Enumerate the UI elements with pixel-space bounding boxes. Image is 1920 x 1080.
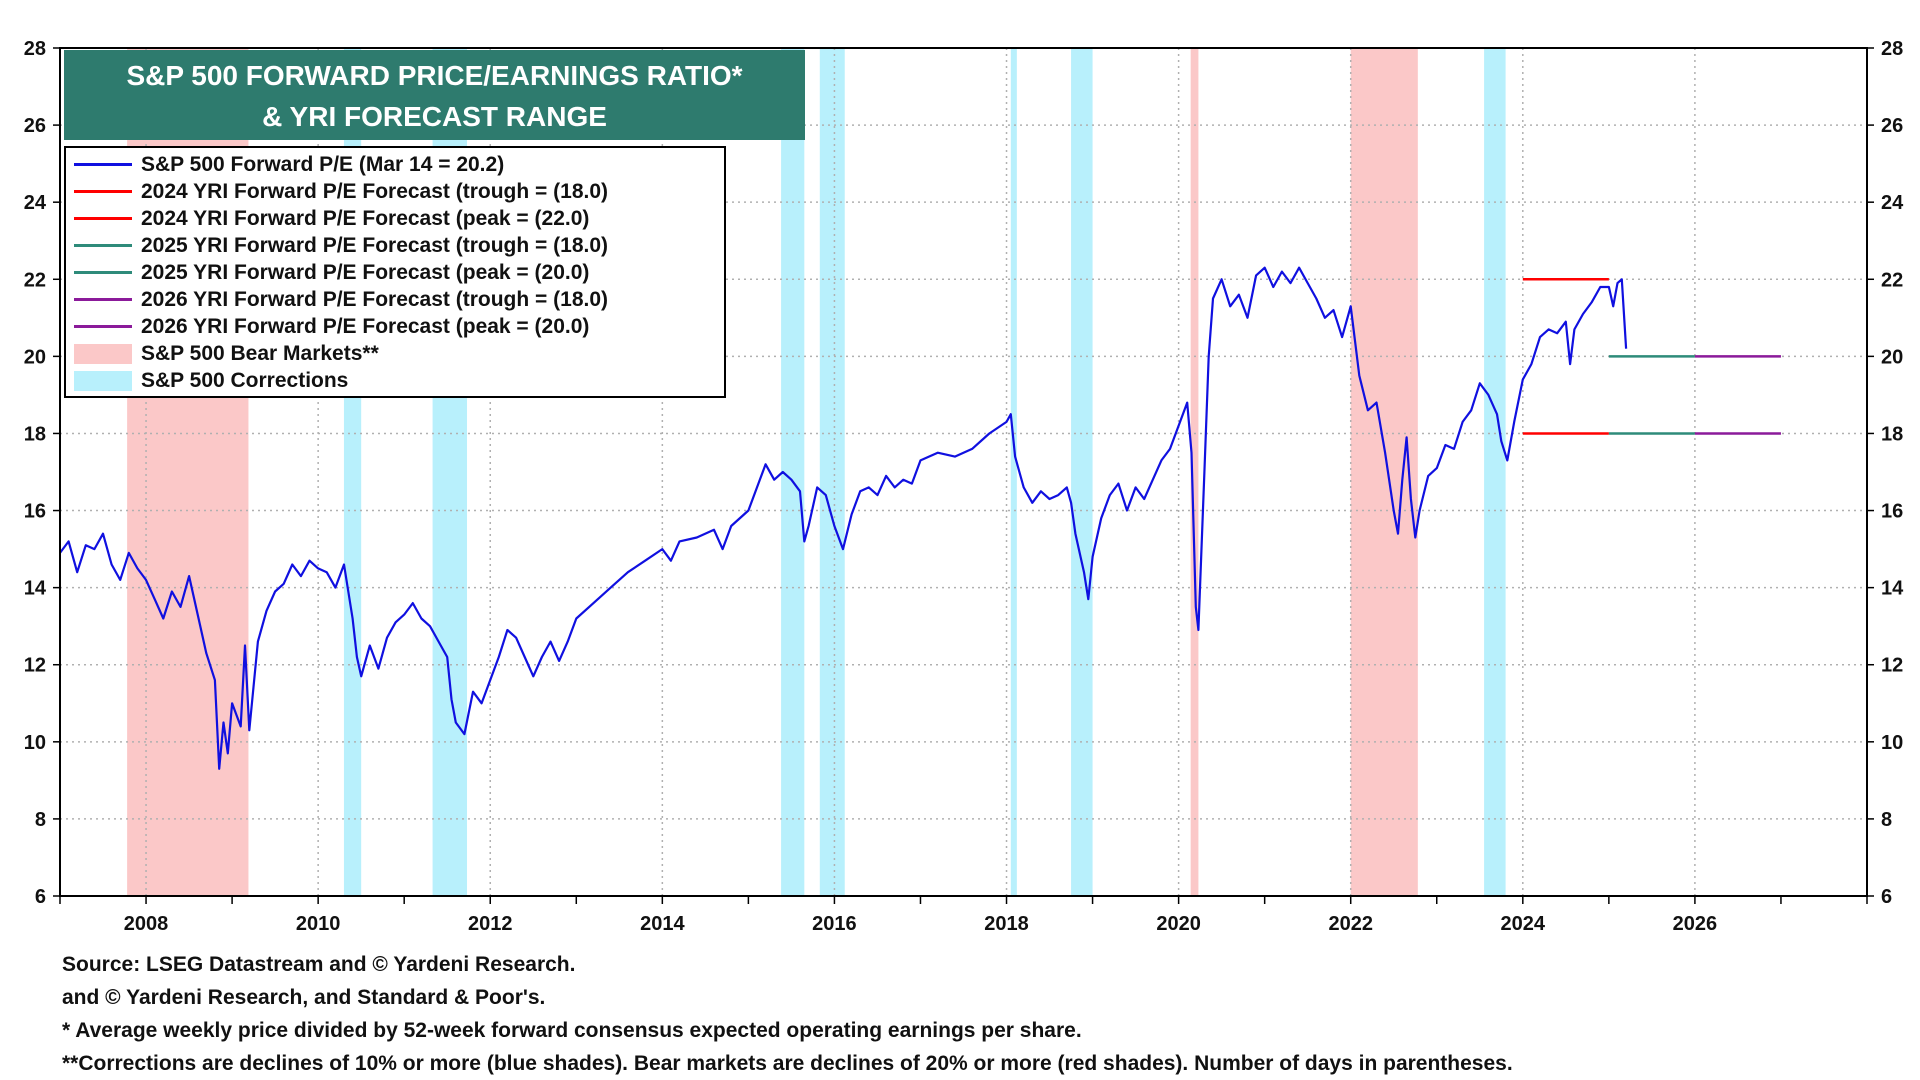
legend-swatch xyxy=(74,298,132,301)
bear-shade xyxy=(1350,48,1418,896)
y-tick-label-right: 14 xyxy=(1881,578,1904,600)
correction-shade xyxy=(1484,48,1506,896)
footnote-credit: and © Yardeni Research, and Standard & P… xyxy=(62,986,546,1009)
legend-item: S&P 500 Forward P/E (Mar 14 = 20.2) xyxy=(74,151,724,178)
pe-series xyxy=(59,266,1628,770)
y-tick-label-right: 20 xyxy=(1881,346,1903,368)
legend-item: 2025 YRI Forward P/E Forecast (trough = … xyxy=(74,232,724,259)
forecast-lines xyxy=(1522,278,1781,435)
footnotes: Source: LSEG Datastream and © Yardeni Re… xyxy=(62,948,1902,1080)
legend-swatch xyxy=(74,271,132,274)
bear-shade xyxy=(1190,48,1199,896)
y-tick-label-right: 10 xyxy=(1881,732,1903,754)
legend-label: S&P 500 Corrections xyxy=(141,368,349,392)
y-tick-label-left: 14 xyxy=(24,578,47,600)
y-tick-label-right: 24 xyxy=(1881,192,1904,214)
legend-item: 2025 YRI Forward P/E Forecast (peak = (2… xyxy=(74,259,724,286)
legend-swatch xyxy=(74,217,132,220)
x-tick-label: 2024 xyxy=(1501,913,1546,935)
correction-shade xyxy=(1010,48,1017,896)
y-tick-label-left: 28 xyxy=(24,38,46,60)
legend-label: 2025 YRI Forward P/E Forecast (peak = (2… xyxy=(141,260,590,284)
y-tick-label-left: 12 xyxy=(24,655,46,677)
y-tick-label-left: 8 xyxy=(35,809,46,831)
legend-label: 2024 YRI Forward P/E Forecast (peak = (2… xyxy=(141,206,590,230)
x-tick-label: 2026 xyxy=(1673,913,1718,935)
y-tick-label-left: 16 xyxy=(24,501,46,523)
legend-label: S&P 500 Forward P/E (Mar 14 = 20.2) xyxy=(141,152,505,176)
correction-shade xyxy=(819,48,845,896)
x-tick-label: 2018 xyxy=(984,913,1029,935)
y-tick-label-right: 18 xyxy=(1881,423,1903,445)
footnote-definition: * Average weekly price divided by 52-wee… xyxy=(62,1019,1082,1042)
x-tick-label: 2020 xyxy=(1156,913,1201,935)
chart-subtitle: & YRI FORECAST RANGE xyxy=(262,101,607,132)
legend-swatch xyxy=(74,343,132,364)
legend-label: S&P 500 Bear Markets** xyxy=(141,341,379,365)
correction-shade xyxy=(1071,48,1093,896)
legend-item: S&P 500 Corrections xyxy=(74,367,724,394)
y-tick-label-right: 8 xyxy=(1881,809,1892,831)
x-tick-label: 2010 xyxy=(296,913,341,935)
footnote-source: Source: LSEG Datastream and © Yardeni Re… xyxy=(62,953,576,976)
y-tick-label-right: 6 xyxy=(1881,886,1892,908)
y-tick-label-left: 6 xyxy=(35,886,46,908)
y-tick-label-left: 22 xyxy=(24,269,46,291)
pe-line xyxy=(59,266,1628,770)
legend-swatch xyxy=(74,163,132,166)
legend-swatch xyxy=(74,190,132,193)
y-tick-label-right: 12 xyxy=(1881,655,1903,677)
y-tick-label-right: 22 xyxy=(1881,269,1903,291)
x-tick-label: 2008 xyxy=(124,913,169,935)
y-tick-label-right: 26 xyxy=(1881,115,1903,137)
chart-title-box: S&P 500 FORWARD PRICE/EARNINGS RATIO* & … xyxy=(64,50,805,140)
legend-label: 2025 YRI Forward P/E Forecast (trough = … xyxy=(141,233,609,257)
legend-item: 2026 YRI Forward P/E Forecast (trough = … xyxy=(74,286,724,313)
legend-swatch xyxy=(74,244,132,247)
x-tick-label: 2014 xyxy=(640,913,685,935)
correction-shade xyxy=(781,48,805,896)
y-tick-label-left: 10 xyxy=(24,732,46,754)
legend-label: 2026 YRI Forward P/E Forecast (peak = (2… xyxy=(141,314,590,338)
legend-swatch xyxy=(74,370,132,391)
x-tick-label: 2022 xyxy=(1328,913,1373,935)
legend-label: 2026 YRI Forward P/E Forecast (trough = … xyxy=(141,287,609,311)
footnote-corrections: **Corrections are declines of 10% or mor… xyxy=(62,1052,1513,1075)
chart-legend: S&P 500 Forward P/E (Mar 14 = 20.2) 2024 … xyxy=(64,146,726,398)
y-tick-label-right: 28 xyxy=(1881,38,1903,60)
y-tick-label-left: 24 xyxy=(24,192,47,214)
legend-label: 2024 YRI Forward P/E Forecast (trough = … xyxy=(141,179,609,203)
y-tick-label-left: 20 xyxy=(24,346,46,368)
legend-swatch xyxy=(74,325,132,328)
legend-item: 2024 YRI Forward P/E Forecast (peak = (2… xyxy=(74,205,724,232)
y-tick-label-left: 18 xyxy=(24,423,46,445)
legend-item: 2026 YRI Forward P/E Forecast (peak = (2… xyxy=(74,313,724,340)
plot-frame xyxy=(59,47,1868,897)
x-tick-label: 2016 xyxy=(812,913,857,935)
legend-item: 2024 YRI Forward P/E Forecast (trough = … xyxy=(74,178,724,205)
x-tick-label: 2012 xyxy=(468,913,513,935)
y-tick-label-left: 26 xyxy=(24,115,46,137)
legend-item: S&P 500 Bear Markets** xyxy=(74,340,724,367)
chart-title: S&P 500 FORWARD PRICE/EARNINGS RATIO* xyxy=(126,60,743,91)
y-tick-label-right: 16 xyxy=(1881,501,1903,523)
